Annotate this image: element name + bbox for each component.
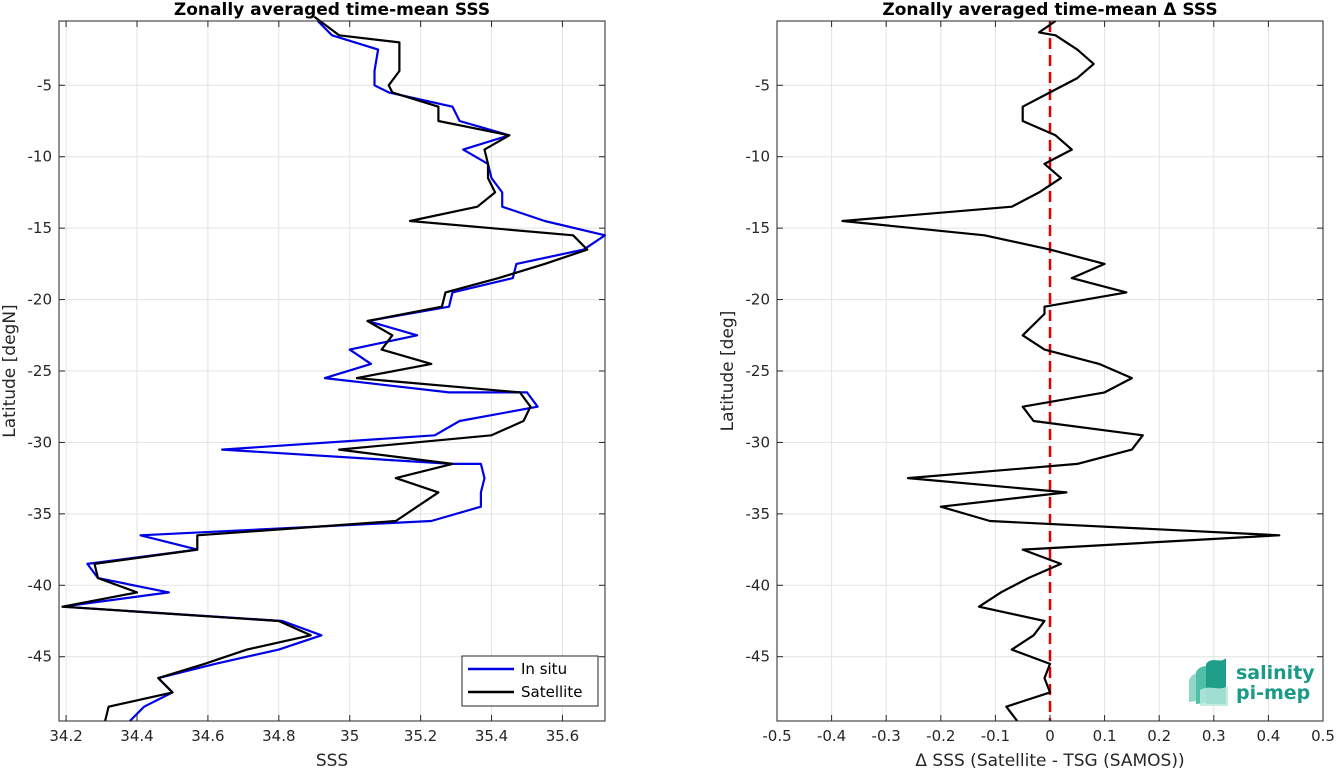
left-y-axis-label: Latitude [degN] (0, 304, 20, 437)
right-y-tick-label: -30 (746, 433, 771, 451)
legend-box (461, 655, 599, 707)
right-title: Zonally averaged time-mean Δ SSS (882, 0, 1217, 20)
left-grid (59, 21, 605, 721)
left-panel-sss: 34.2 34.4 34.6 34.8 35 35.2 35.4 35.6 -5 -10 -15 -2… (0, 0, 607, 769)
left-lines (61, 15, 607, 722)
left-y-tick-label: -25 (28, 362, 53, 380)
logo-text-pi-mep: pi-mep (1236, 682, 1310, 704)
legend-label-in-situ: In situ (521, 660, 567, 678)
right-x-tick-label: -0.2 (926, 727, 955, 745)
left-title: Zonally averaged time-mean SSS (174, 0, 490, 20)
left-y-tick-label: -45 (28, 648, 53, 666)
right-y-tick-label: -5 (755, 76, 770, 94)
left-y-tick-label: -35 (28, 505, 53, 523)
left-series-line-satellite (61, 15, 589, 722)
right-y-tick-label: -25 (746, 362, 771, 380)
right-lines (841, 20, 1281, 722)
left-x-tick-label: 34.8 (262, 727, 295, 745)
left-y-tick-label: -20 (28, 291, 53, 309)
left-y-tick-label: -15 (28, 219, 53, 237)
logo-text-salinity: salinity (1236, 662, 1315, 684)
right-x-tick-label: -0.1 (981, 727, 1010, 745)
right-y-tick-label: -15 (746, 219, 771, 237)
right-panel-delta-sss: -0.5 -0.4 -0.3 -0.2 -0.1 0 0.1 0.2 0.3 0.4 0.5 -5 -1… (718, 0, 1335, 769)
right-x-tick-label: 0.4 (1256, 727, 1280, 745)
legend-label-satellite: Satellite (521, 683, 582, 701)
right-series-line-series-0 (841, 20, 1281, 722)
right-x-tick-label: 0.5 (1311, 727, 1335, 745)
right-y-tick-label: -35 (746, 505, 771, 523)
left-x-axis-label: SSS (316, 751, 348, 769)
left-x-tick-label: 34.6 (191, 727, 224, 745)
left-x-tick-label: 35.4 (475, 727, 508, 745)
left-x-tick-label: 34.2 (49, 727, 82, 745)
left-x-tick-label: 35.6 (546, 727, 579, 745)
logo-wave-icon (1189, 658, 1228, 706)
legend: In situ Satellite (461, 655, 599, 707)
left-y-tick-label: -10 (28, 148, 53, 166)
left-x-tick-label: 35 (340, 727, 359, 745)
right-x-tick-label: 0.2 (1147, 727, 1171, 745)
right-y-tick-label: -20 (746, 291, 771, 309)
left-y-tick-label: -5 (37, 76, 52, 94)
left-x-tick-label: 34.4 (120, 727, 153, 745)
left-y-tick-label: -40 (28, 576, 53, 594)
right-x-tick-label: 0 (1045, 727, 1055, 745)
right-x-tick-label: -0.4 (817, 727, 846, 745)
right-y-tick-label: -45 (746, 648, 771, 666)
right-x-tick-label: -0.3 (872, 727, 901, 745)
right-x-axis-label: Δ SSS (Satellite - TSG (SAMOS)) (915, 751, 1184, 769)
right-x-tick-label: -0.5 (762, 727, 791, 745)
right-x-tick-label: 0.3 (1202, 727, 1226, 745)
right-y-tick-label: -40 (746, 576, 771, 594)
right-y-tick-label: -10 (746, 148, 771, 166)
right-x-tick-label: 0.1 (1093, 727, 1117, 745)
left-series-line-in-situ (61, 20, 607, 722)
right-y-axis-label: Latitude [deg] (718, 311, 738, 432)
right-ticks: -0.5 -0.4 -0.3 -0.2 -0.1 0 0.1 0.2 0.3 0.4 0.5 -5 -1… (746, 21, 1335, 745)
salinity-pi-mep-logo: salinity pi-mep (1189, 658, 1315, 706)
left-y-tick-label: -30 (28, 433, 53, 451)
left-ticks: 34.2 34.4 34.6 34.8 35 35.2 35.4 35.6 -5 -10 -15 -2… (28, 21, 605, 745)
left-x-tick-label: 35.2 (404, 727, 437, 745)
